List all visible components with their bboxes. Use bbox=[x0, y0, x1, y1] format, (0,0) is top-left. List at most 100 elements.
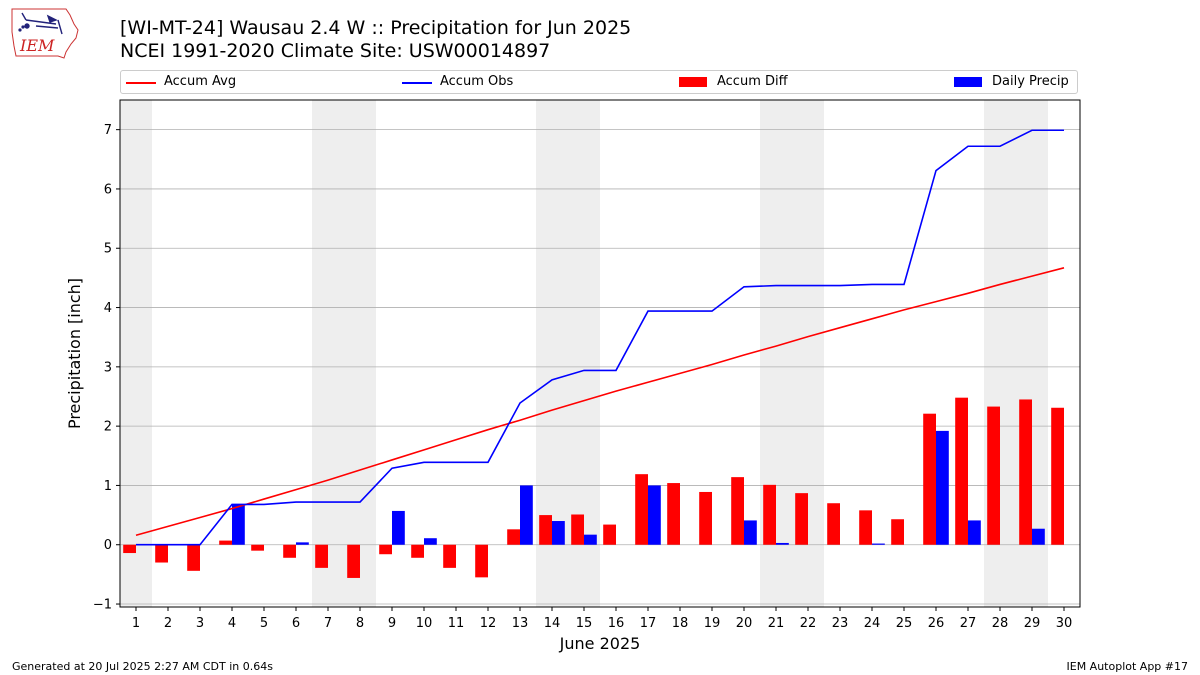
daily-precip-bar bbox=[552, 521, 565, 545]
weekend-shade bbox=[1016, 100, 1048, 607]
daily-precip-bar bbox=[744, 520, 757, 545]
x-tick-label: 21 bbox=[768, 616, 785, 631]
accum-diff-bar bbox=[571, 514, 584, 545]
chart-title: [WI-MT-24] Wausau 2.4 W :: Precipitation… bbox=[120, 17, 632, 39]
accum-diff-bar bbox=[347, 544, 360, 578]
daily-precip-bar bbox=[776, 542, 789, 545]
footer-app-label: IEM Autoplot App #17 bbox=[1066, 660, 1189, 673]
x-tick-label: 14 bbox=[544, 616, 561, 631]
daily-precip-bar bbox=[968, 520, 981, 545]
accum-diff-bar bbox=[859, 510, 872, 545]
daily-precip-bar bbox=[520, 485, 533, 545]
accum-diff-bar bbox=[187, 544, 200, 571]
y-tick-label: 0 bbox=[104, 538, 112, 553]
accum-diff-bar bbox=[283, 544, 296, 558]
daily-precip-bar bbox=[648, 485, 661, 545]
accum-diff-bar bbox=[379, 544, 392, 555]
legend-swatch-daily-precip bbox=[954, 77, 982, 87]
accum-diff-bar bbox=[763, 484, 776, 545]
daily-precip-bar bbox=[424, 538, 437, 545]
plot-area bbox=[120, 100, 1080, 607]
accum-diff-bar bbox=[539, 515, 552, 545]
footer-generated-text: Generated at 20 Jul 2025 2:27 AM CDT in … bbox=[12, 660, 273, 673]
chart-subtitle: NCEI 1991-2020 Climate Site: USW00014897 bbox=[120, 40, 551, 62]
x-tick-label: 29 bbox=[1024, 616, 1041, 631]
legend-label-accum-diff: Accum Diff bbox=[717, 74, 788, 89]
x-tick-label: 12 bbox=[480, 616, 497, 631]
accum-diff-bar bbox=[923, 413, 936, 545]
accum-diff-bar bbox=[955, 397, 968, 545]
accum-diff-bar bbox=[411, 544, 424, 558]
x-tick-label: 5 bbox=[260, 616, 268, 631]
iowa-outline-icon bbox=[11, 8, 79, 59]
legend-label-daily-precip: Daily Precip bbox=[992, 74, 1069, 89]
weekend-shade bbox=[984, 100, 1016, 607]
y-tick-label: 6 bbox=[104, 182, 112, 197]
accum-diff-bar bbox=[1019, 399, 1032, 545]
y-tick-label: 2 bbox=[104, 420, 112, 435]
accum-diff-bar bbox=[699, 491, 712, 545]
plot-frame bbox=[119, 99, 1081, 608]
x-tick-label: 22 bbox=[800, 616, 817, 631]
x-tick-label: 9 bbox=[388, 616, 396, 631]
legend-label-accum-obs: Accum Obs bbox=[440, 74, 514, 89]
y-tick-label: 4 bbox=[104, 301, 112, 316]
accum-diff-bar bbox=[123, 544, 136, 554]
legend-swatch-accum-obs bbox=[402, 82, 432, 84]
accum-diff-bar bbox=[1051, 407, 1064, 545]
weekend-shade bbox=[120, 100, 152, 607]
daily-precip-bar bbox=[296, 542, 309, 545]
accum-diff-bar bbox=[155, 544, 168, 563]
x-tick-label: 18 bbox=[672, 616, 689, 631]
x-tick-label: 24 bbox=[864, 616, 881, 631]
legend-swatch-accum-diff bbox=[679, 77, 707, 87]
x-tick-label: 7 bbox=[324, 616, 332, 631]
accum-obs-line bbox=[136, 129, 1064, 546]
x-tick-label: 10 bbox=[416, 616, 433, 631]
accum-diff-bar bbox=[219, 540, 232, 545]
x-tick-label: 19 bbox=[704, 616, 721, 631]
x-tick-label: 15 bbox=[576, 616, 593, 631]
accum-diff-bar bbox=[731, 477, 744, 545]
x-tick-label: 23 bbox=[832, 616, 849, 631]
x-tick-label: 17 bbox=[640, 616, 657, 631]
daily-precip-bar bbox=[232, 504, 245, 545]
accum-diff-bar bbox=[827, 503, 840, 545]
x-tick-label: 6 bbox=[292, 616, 300, 631]
accum-diff-bar bbox=[603, 524, 616, 545]
accum-diff-bar bbox=[635, 474, 648, 545]
x-tick-label: 13 bbox=[512, 616, 529, 631]
weekend-shade bbox=[792, 100, 824, 607]
y-tick-label: 7 bbox=[104, 123, 112, 138]
x-tick-label: 3 bbox=[196, 616, 204, 631]
accum-diff-bar bbox=[667, 483, 680, 545]
x-tick-label: 8 bbox=[356, 616, 364, 631]
daily-precip-bar bbox=[936, 430, 949, 545]
accum-diff-bar bbox=[507, 529, 520, 545]
weekend-shade bbox=[344, 100, 376, 607]
y-tick-label: 3 bbox=[104, 360, 112, 375]
y-axis-label: Precipitation [inch] bbox=[65, 278, 84, 429]
x-tick-label: 27 bbox=[960, 616, 977, 631]
x-tick-label: 2 bbox=[164, 616, 172, 631]
y-tick-label: −1 bbox=[93, 598, 112, 613]
x-tick-label: 16 bbox=[608, 616, 625, 631]
legend-label-accum-avg: Accum Avg bbox=[164, 74, 237, 89]
x-axis-label: June 2025 bbox=[559, 634, 641, 653]
x-tick-label: 20 bbox=[736, 616, 753, 631]
daily-precip-bar bbox=[872, 543, 885, 545]
iem-logo: IEM bbox=[11, 8, 79, 59]
y-tick-label: 1 bbox=[104, 479, 112, 494]
legend-swatch-accum-avg bbox=[126, 82, 156, 84]
weekend-shade bbox=[312, 100, 344, 607]
weekend-shade bbox=[760, 100, 792, 607]
x-tick-label: 1 bbox=[132, 616, 140, 631]
daily-precip-bar bbox=[1032, 528, 1045, 545]
accum-diff-bar bbox=[443, 544, 456, 568]
x-tick-label: 30 bbox=[1056, 616, 1073, 631]
accum-diff-bar bbox=[251, 544, 264, 551]
daily-precip-bar bbox=[392, 510, 405, 545]
weekend-shade bbox=[568, 100, 600, 607]
accum-diff-bar bbox=[891, 519, 904, 545]
